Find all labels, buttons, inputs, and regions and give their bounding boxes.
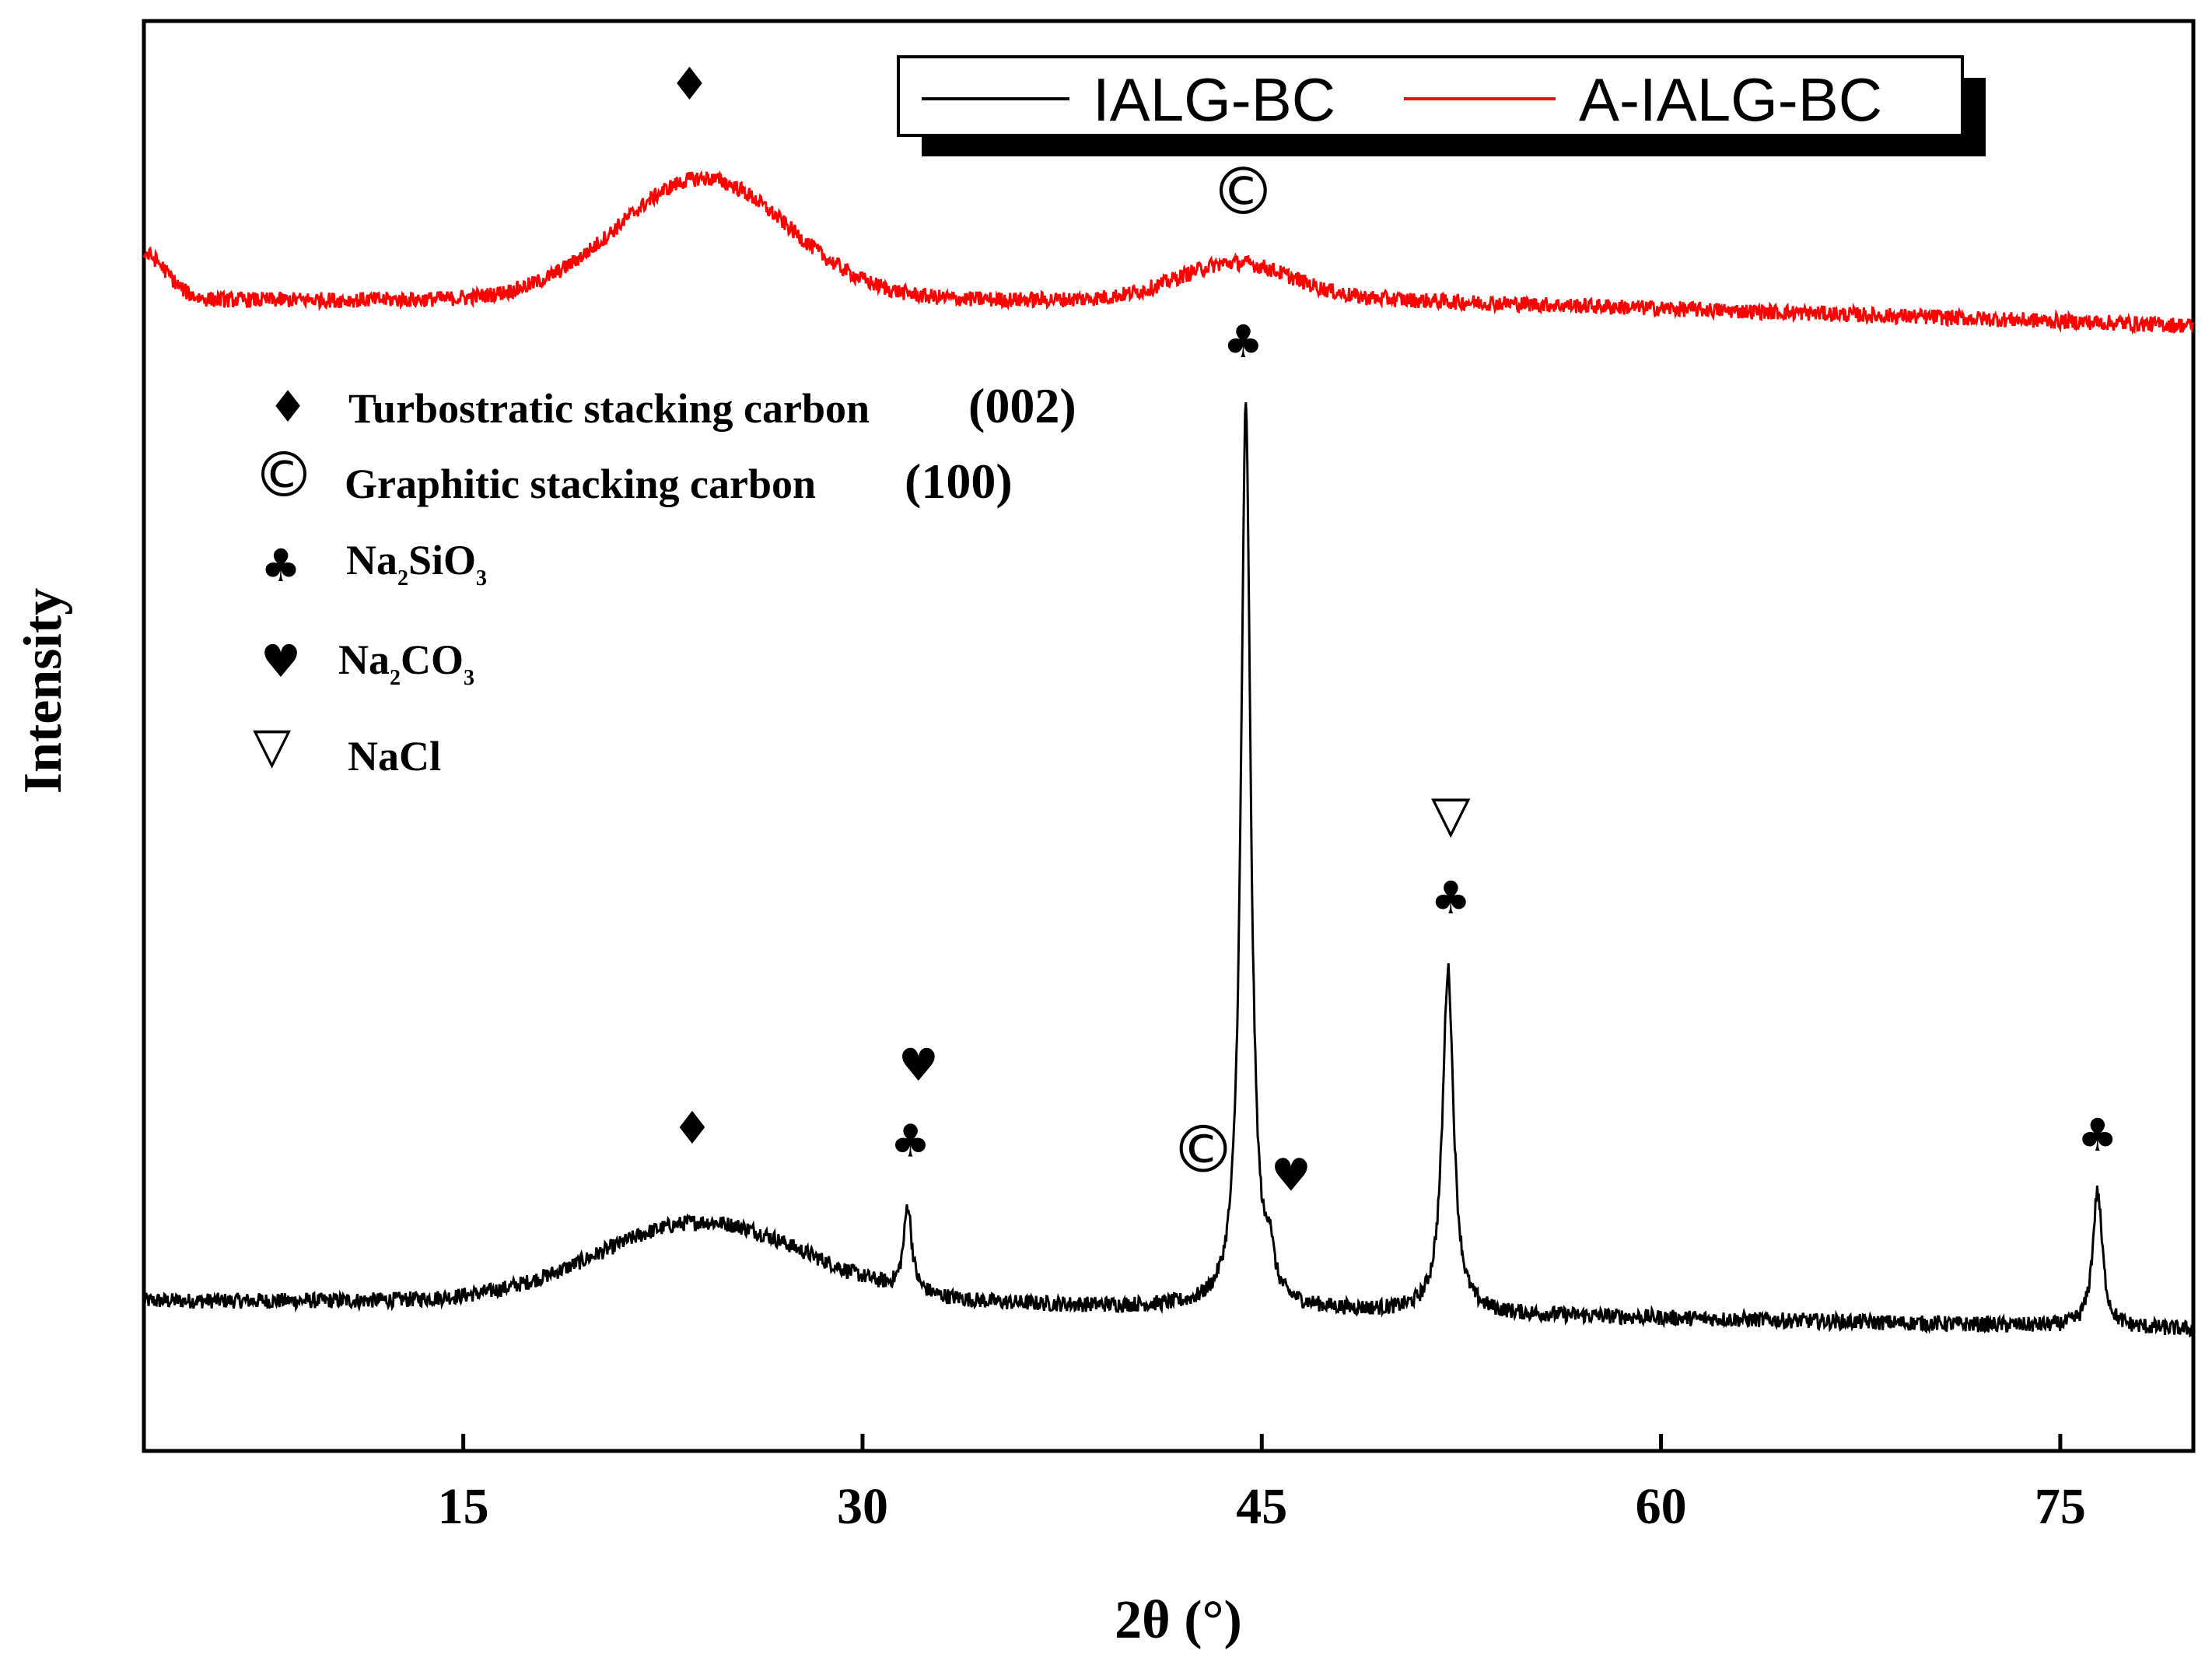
circled-c-icon: ©: [253, 439, 315, 511]
series-line-ialg-bc: [142, 402, 2195, 1338]
nacl-marker: ▽: [1431, 784, 1471, 844]
na2sio3-marker: ♣: [1430, 871, 1471, 924]
legend-box: [897, 55, 1964, 137]
peak-annotations: ♦ © ♣ ▽ ♣ ♥ ♣ ♦ © ♥ ♣: [670, 58, 2118, 1201]
x-tick-label: 30: [837, 1478, 888, 1535]
x-tick-label: 60: [1636, 1478, 1687, 1535]
na2sio3-marker: ♣: [2077, 1109, 2118, 1162]
x-tick-label: 75: [2035, 1478, 2086, 1535]
phase-key-label-na2sio3: Na2SiO3: [346, 537, 487, 590]
club-icon: ♣: [261, 539, 301, 592]
heart-icon: ♥: [261, 635, 301, 688]
na2co3-marker: ♥: [898, 1039, 939, 1092]
phase-key-label-nacl: NaCl: [348, 733, 441, 780]
x-tick-label: 45: [1236, 1478, 1287, 1535]
na2sio3-marker: ♣: [1223, 315, 1263, 368]
legend-label-ialg-bc: IALG-BC: [1093, 65, 1335, 134]
turbostratic-marker: ♦: [672, 1102, 712, 1155]
turbostratic-marker: ♦: [670, 58, 710, 110]
x-axis: 15 30 45 60 75: [438, 1434, 2086, 1535]
graphitic-marker: ©: [1171, 1112, 1236, 1188]
triangle-down-icon: ▽: [253, 717, 292, 775]
series-layer: [142, 170, 2195, 1338]
na2co3-marker: ♥: [1271, 1148, 1311, 1201]
na2sio3-marker: ♣: [891, 1114, 931, 1167]
diamond-icon: ♦: [268, 382, 307, 433]
plot-frame: [142, 19, 2196, 1453]
legend-label-a-ialg-bc: A-IALG-BC: [1579, 65, 1882, 134]
series-line-a-ialg-bc: [142, 170, 2195, 335]
phase-key-label-graphitic: Graphitic stacking carbon: [345, 461, 816, 507]
x-axis-title: 2θ (°): [1115, 1590, 1242, 1650]
phase-key-label-turbostratic: Turbostratic stacking carbon: [348, 385, 870, 432]
phase-key: ♦ Turbostratic stacking carbon (002) © G…: [253, 378, 1076, 780]
phase-key-label-na2co3: Na2CO3: [338, 636, 474, 690]
y-axis-title: Intensity: [13, 588, 73, 794]
phase-key-miller-002: (002): [968, 378, 1076, 433]
legend: IALG-BC A-IALG-BC: [897, 55, 1986, 156]
graphitic-marker: ©: [1210, 153, 1276, 230]
x-tick-label: 15: [438, 1478, 489, 1535]
phase-key-miller-100: (100): [905, 454, 1013, 509]
